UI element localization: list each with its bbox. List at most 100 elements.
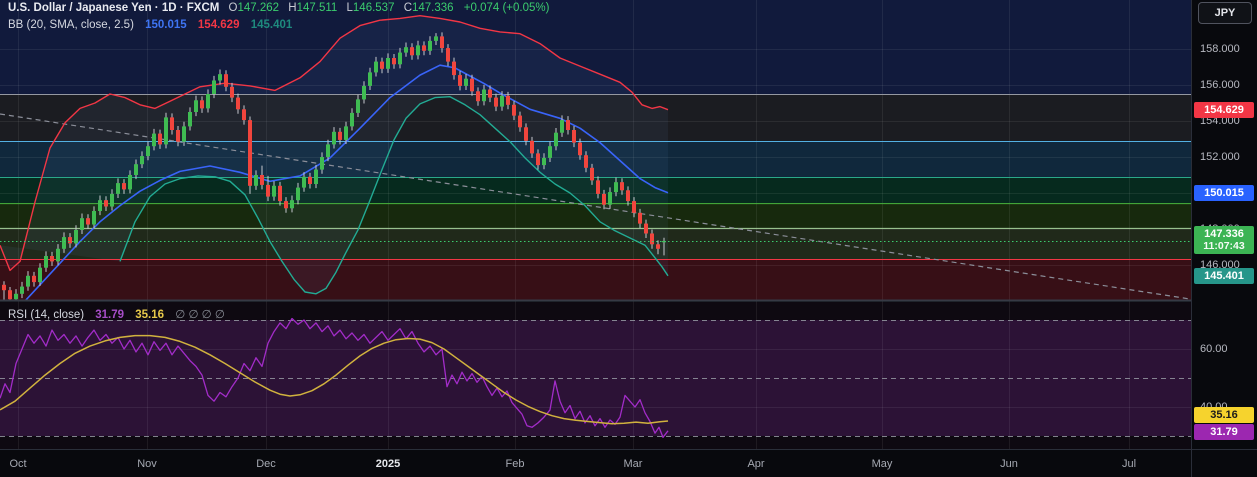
candle[interactable]	[488, 85, 492, 103]
candle[interactable]	[596, 176, 600, 199]
candle[interactable]	[74, 225, 78, 248]
candle[interactable]	[26, 271, 30, 291]
candle[interactable]	[194, 95, 198, 117]
candle[interactable]	[314, 164, 318, 189]
candle[interactable]	[446, 44, 450, 67]
candle[interactable]	[134, 159, 138, 180]
candle[interactable]	[338, 127, 342, 145]
candle[interactable]	[452, 57, 456, 80]
candle[interactable]	[458, 71, 462, 91]
candle[interactable]	[140, 151, 144, 169]
candle[interactable]	[308, 172, 312, 189]
candle[interactable]	[332, 127, 336, 149]
candle[interactable]	[494, 93, 498, 112]
candle[interactable]	[182, 121, 186, 146]
candle[interactable]	[236, 93, 240, 114]
candle[interactable]	[38, 263, 42, 287]
candle[interactable]	[482, 84, 486, 106]
candle[interactable]	[506, 91, 510, 110]
candle[interactable]	[398, 47, 402, 69]
symbol-legend[interactable]: U.S. Dollar / Japanese Yen · 1D · FXCM O…	[8, 2, 549, 14]
candle[interactable]	[392, 54, 396, 69]
candle[interactable]	[176, 126, 180, 147]
candle[interactable]	[230, 82, 234, 103]
candle[interactable]	[116, 178, 120, 199]
candle[interactable]	[584, 151, 588, 173]
candle[interactable]	[200, 96, 204, 113]
currency-button[interactable]: JPY	[1198, 2, 1252, 24]
candle[interactable]	[20, 281, 24, 299]
time-axis-label[interactable]: May	[871, 458, 893, 470]
candle[interactable]	[146, 141, 150, 161]
candle[interactable]	[302, 172, 306, 192]
candle[interactable]	[158, 129, 162, 149]
candle[interactable]	[62, 232, 66, 253]
candle[interactable]	[410, 43, 414, 60]
time-axis-label[interactable]: Jun	[1000, 458, 1018, 470]
candle[interactable]	[632, 197, 636, 218]
candle[interactable]	[368, 67, 372, 91]
price-chart-svg[interactable]	[0, 0, 1191, 449]
time-axis-label[interactable]: 2025	[375, 458, 401, 470]
candle[interactable]	[530, 136, 534, 158]
bb-indicator-legend[interactable]: BB (20, SMA, close, 2.5) 150.015 154.629…	[8, 19, 292, 31]
candle[interactable]	[272, 181, 276, 201]
time-axis-label[interactable]: Jul	[1121, 458, 1137, 470]
candle[interactable]	[128, 170, 132, 194]
candle[interactable]	[110, 189, 114, 211]
candle[interactable]	[554, 128, 558, 151]
candle[interactable]	[374, 56, 378, 77]
candle[interactable]	[326, 139, 330, 162]
candle[interactable]	[620, 178, 624, 195]
rsi-indicator-legend[interactable]: RSI (14, close) 31.79 35.16 ∅ ∅ ∅ ∅	[8, 307, 225, 321]
candle[interactable]	[428, 36, 432, 55]
candle[interactable]	[362, 81, 366, 104]
time-axis[interactable]: Oct Nov Dec 2025 Feb Mar Apr May Jun Jul	[0, 449, 1257, 477]
candle[interactable]	[86, 214, 90, 229]
candle[interactable]	[578, 138, 582, 160]
candle[interactable]	[422, 41, 426, 56]
candle[interactable]	[296, 182, 300, 205]
candle[interactable]	[566, 116, 570, 135]
candle[interactable]	[416, 40, 420, 60]
candle[interactable]	[56, 244, 60, 266]
candle[interactable]	[8, 286, 12, 306]
candle[interactable]	[608, 187, 612, 209]
candle[interactable]	[44, 251, 48, 272]
candle[interactable]	[614, 177, 618, 197]
candle[interactable]	[518, 111, 522, 132]
candle[interactable]	[164, 112, 168, 149]
candle[interactable]	[470, 74, 474, 96]
candle[interactable]	[542, 153, 546, 170]
candle[interactable]	[650, 229, 654, 249]
candle[interactable]	[476, 87, 480, 106]
candle[interactable]	[104, 196, 108, 211]
candle[interactable]	[98, 195, 102, 216]
candle[interactable]	[356, 94, 360, 118]
candle[interactable]	[590, 163, 594, 185]
time-axis-label[interactable]: Oct	[9, 458, 27, 470]
candle[interactable]	[434, 33, 438, 46]
candle[interactable]	[524, 123, 528, 146]
time-axis-label[interactable]: Apr	[747, 458, 765, 470]
candle[interactable]	[548, 141, 552, 163]
candle[interactable]	[320, 152, 324, 174]
time-axis-label[interactable]: Dec	[256, 458, 276, 470]
candle[interactable]	[464, 74, 468, 91]
candle[interactable]	[638, 208, 642, 229]
time-axis-label[interactable]: Feb	[505, 458, 525, 470]
candle[interactable]	[560, 115, 564, 137]
candle[interactable]	[218, 69, 222, 85]
candle[interactable]	[644, 219, 648, 238]
candle[interactable]	[278, 181, 282, 206]
candle[interactable]	[656, 240, 660, 255]
candle[interactable]	[572, 126, 576, 148]
candle[interactable]	[152, 128, 156, 151]
trendline[interactable]	[0, 113, 1191, 300]
candle[interactable]	[68, 233, 72, 248]
candle[interactable]	[266, 175, 270, 202]
candle[interactable]	[440, 32, 444, 53]
candle[interactable]	[536, 149, 540, 170]
candle[interactable]	[212, 75, 216, 99]
candle[interactable]	[224, 70, 228, 92]
